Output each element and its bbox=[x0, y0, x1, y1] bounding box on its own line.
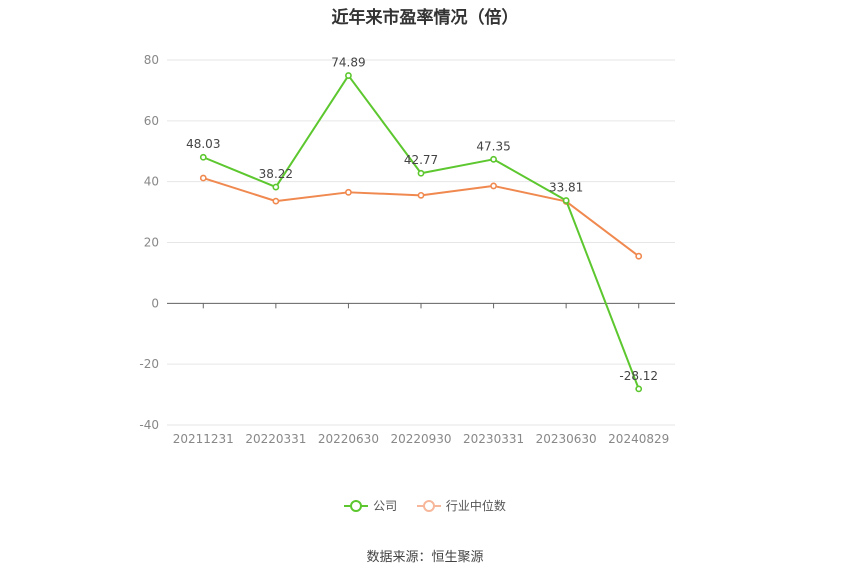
data-point-industry-median bbox=[345, 188, 352, 196]
legend-label-company: 公司 bbox=[373, 499, 398, 513]
x-tick-label: 20230630 bbox=[536, 432, 597, 446]
grid-lines bbox=[167, 59, 675, 426]
data-point-industry-median bbox=[490, 182, 497, 190]
data-point-industry-median bbox=[635, 252, 643, 260]
legend-label-industry-median: 行业中位数 bbox=[445, 499, 506, 513]
y-tick-label: -20 bbox=[139, 357, 159, 371]
data-label-company: 74.89 bbox=[331, 56, 365, 70]
x-tick-label: 20220630 bbox=[318, 432, 379, 446]
x-tick-label: 20220930 bbox=[390, 432, 451, 446]
x-tick-label: 20240829 bbox=[608, 432, 669, 446]
data-point-company bbox=[272, 183, 280, 191]
data-point-company bbox=[199, 153, 207, 161]
data-label-company: 42.77 bbox=[404, 153, 438, 167]
axes: 80 60 40 20 0 -20 -40 20211231 20220331 20220630 2… bbox=[139, 53, 675, 446]
series-lines bbox=[199, 72, 643, 393]
y-tick-label: -40 bbox=[139, 418, 159, 432]
data-label-company: 38.22 bbox=[259, 167, 293, 181]
y-tick-label: 0 bbox=[151, 296, 159, 310]
data-point-company bbox=[345, 72, 352, 79]
legend-item-industry-median[interactable]: 行业中位数 bbox=[416, 497, 506, 514]
data-labels: 48.03 38.22 74.89 42.77 47.35 33.81 -28.12 bbox=[186, 56, 658, 383]
data-label-company: -28.12 bbox=[619, 369, 658, 383]
legend-item-company[interactable]: 公司 bbox=[344, 497, 397, 514]
legend-marker-company bbox=[344, 499, 369, 513]
legend: 公司 行业中位数 bbox=[0, 497, 850, 516]
data-source: 数据来源：恒生聚源 bbox=[366, 550, 484, 565]
chart-title: 近年来市盈率情况（倍） bbox=[331, 8, 519, 28]
x-tick-label: 20230331 bbox=[463, 432, 524, 446]
y-tick-label: 60 bbox=[144, 114, 159, 128]
y-tick-label: 80 bbox=[144, 53, 159, 67]
data-label-company: 48.03 bbox=[186, 137, 220, 151]
legend-marker-industry-median bbox=[416, 499, 441, 513]
data-point-industry-median bbox=[272, 197, 280, 205]
data-point-company bbox=[562, 197, 570, 204]
y-tick-label: 20 bbox=[144, 236, 159, 250]
series-line-company bbox=[202, 74, 640, 390]
data-point-company bbox=[490, 155, 497, 163]
data-point-company bbox=[417, 169, 425, 177]
y-tick-label: 40 bbox=[144, 175, 159, 189]
x-tick-label: 20211231 bbox=[173, 432, 234, 446]
data-point-industry-median bbox=[199, 174, 207, 182]
data-label-company: 33.81 bbox=[549, 180, 583, 194]
data-point-company bbox=[635, 385, 643, 393]
x-tick-label: 20220331 bbox=[245, 432, 306, 446]
data-label-company: 47.35 bbox=[476, 139, 510, 153]
data-point-industry-median bbox=[417, 191, 425, 199]
